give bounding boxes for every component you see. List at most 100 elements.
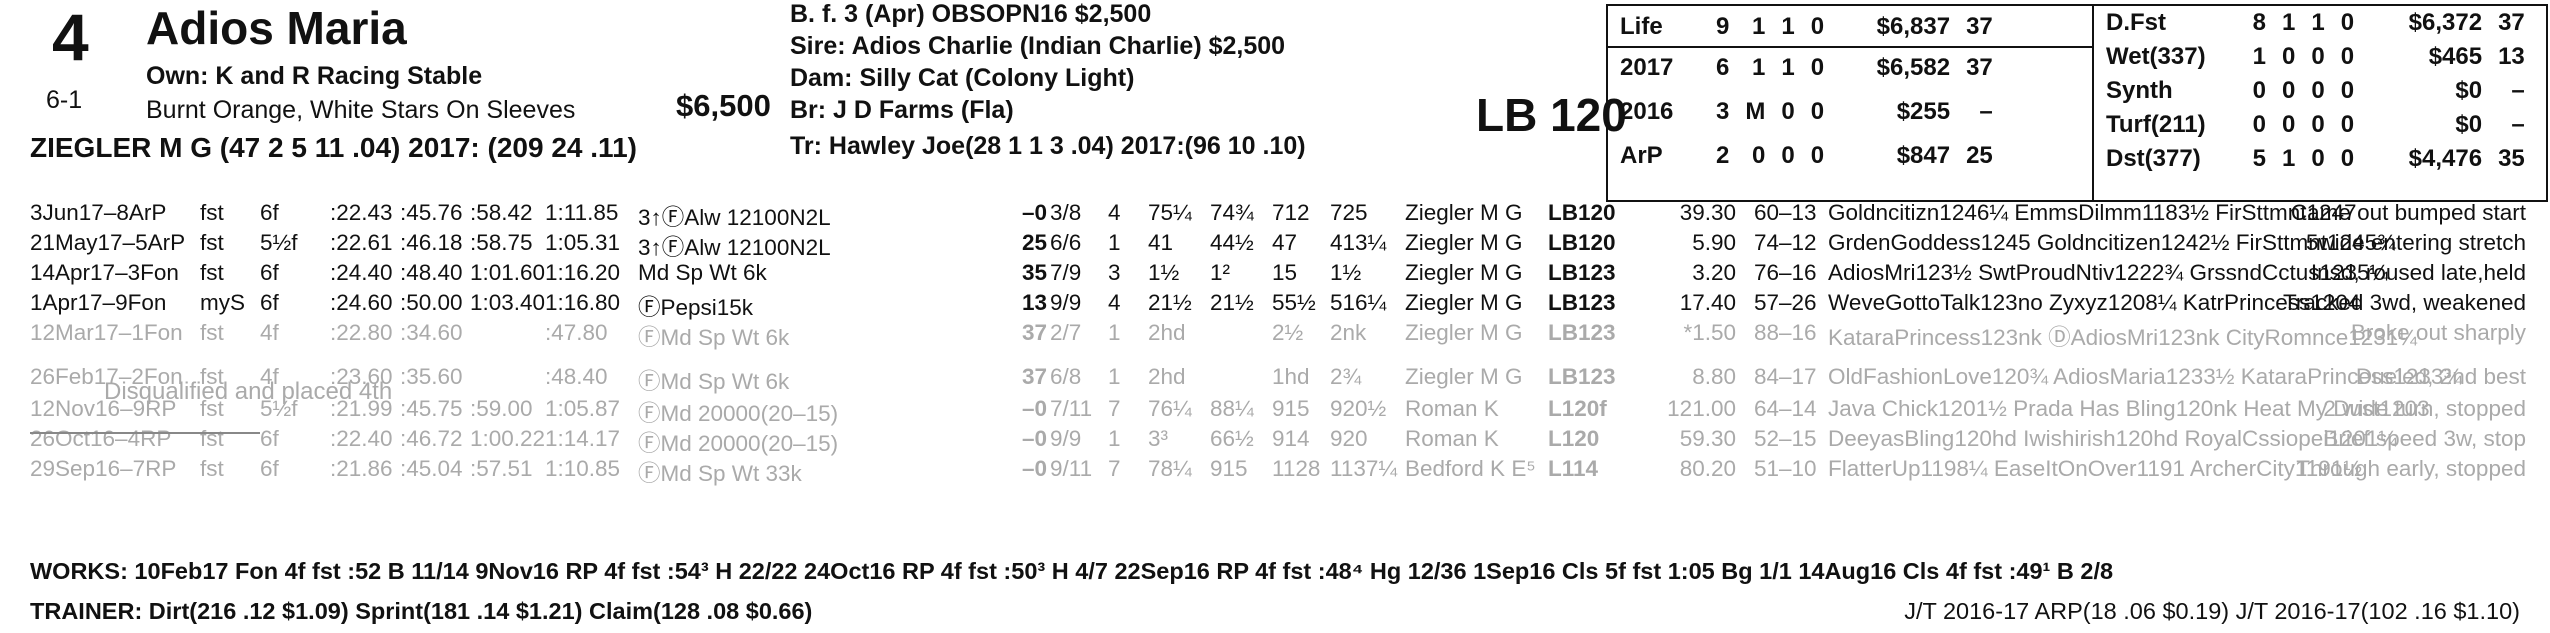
pp-line-26oct16: 26Oct16–4RP fst 6f:22.40:46.72 1:00.22 1:14.… — [0, 426, 2550, 456]
pp-top3: WeveGottoTalk123no Zyxyz1208¼ KatrPrince… — [1828, 290, 2361, 315]
pp-odds: 80.20 — [1679, 456, 1736, 481]
pp-line-1apr17: 1Apr17–9Fon myS 6f:24.60:50.00 1:03.40 1:16.… — [0, 290, 2550, 320]
pp-c2: 21½ — [1210, 290, 1254, 315]
pp-jock: Ziegler M G — [1405, 200, 1523, 225]
pp-pp: 7/9 — [1050, 260, 1082, 285]
morning-line: 6-1 — [46, 86, 83, 114]
pp-dist: 6f — [260, 260, 279, 285]
pp-c1: 1½ — [1148, 260, 1180, 285]
pp-pace: 51–10 — [1754, 456, 1817, 481]
pp-c1: 2hd — [1148, 320, 1186, 345]
pp-dist: 5½f — [260, 396, 298, 421]
pp-c1: 78¼ — [1148, 456, 1192, 481]
pp-comment: Broke out sharply — [2350, 320, 2526, 345]
pp-bsf: 37 — [1021, 320, 1047, 345]
trainer-line: Tr: Hawley Joe(28 1 1 3 .04) 2017:(96 10… — [790, 132, 1306, 160]
pp-line-12mar17: 12Mar17–1Fon fst 4f:22.80:34.60:47.80 ⒻMd S… — [0, 320, 2550, 350]
pp-comment: Brief speed 3w, stop — [2323, 426, 2526, 451]
pp-top3: OldFashionLove120¾ AdiosMaria1233½ Katar… — [1828, 364, 2463, 389]
pp-date: 29Sep16–7RP — [30, 456, 177, 481]
pp-jock: Ziegler M G — [1405, 320, 1523, 345]
pp-odds: 59.30 — [1679, 426, 1736, 451]
pp-med: L120f — [1548, 396, 1607, 421]
pp-dist: 6f — [260, 200, 279, 225]
pp-race: ⒻMd Sp Wt 33k — [638, 461, 802, 486]
pp-jock: Bedford K E⁵ — [1405, 456, 1536, 481]
owner: Own: K and R Racing Stable — [146, 62, 483, 90]
pp-bsf: 35 — [1021, 260, 1047, 285]
pp-pace: 88–16 — [1754, 320, 1817, 345]
pp-c1: 2hd — [1148, 364, 1186, 389]
pp-f3: :58.42 — [470, 200, 533, 225]
pp-med: LB120 — [1548, 200, 1616, 225]
pp-pp: 9/9 — [1050, 290, 1082, 315]
pp-fin: 1:16.20 — [545, 260, 621, 285]
pp-f1: :21.99 — [330, 396, 393, 421]
pp-pp: 7/11 — [1050, 396, 1093, 421]
pp-odds: *1.50 — [1683, 320, 1736, 345]
pp-pp: 6/8 — [1050, 364, 1082, 389]
record-table-right: D.Fst 8 1 1 0 $6,372 37 Wet(337) 1 0 0 0… — [2106, 9, 2525, 172]
breeding-line: B. f. 3 (Apr) OBSOPN16 $2,500 — [790, 0, 1152, 28]
pp-dist: 5½f — [260, 230, 298, 255]
pp-date: 12Mar17–1Fon — [30, 320, 183, 345]
pp-race: Md Sp Wt 6k — [638, 260, 767, 285]
pp-race: ⒻMd 20000(20–15) — [638, 401, 839, 426]
claim-price: $6,500 — [676, 88, 771, 123]
pp-date: 26Feb17–2Fon — [30, 364, 183, 389]
pp-str: 2½ — [1272, 320, 1304, 345]
pp-fn: 1137¼ — [1330, 456, 1398, 481]
pp-fn: 725 — [1330, 200, 1368, 225]
sire: Sire: Adios Charlie (Indian Charlie) $2,… — [790, 32, 1286, 60]
pp-race: ⒻMd 20000(20–15) — [638, 431, 839, 456]
pp-bsf: –0 — [1021, 426, 1047, 451]
pp-st: 7 — [1108, 396, 1121, 421]
pp-date: 14Apr17–3Fon — [30, 260, 179, 285]
pp-c1: 76¼ — [1148, 396, 1192, 421]
pp-bsf: 25 — [1021, 230, 1047, 255]
pp-st: 1 — [1108, 230, 1121, 255]
pp-comment: Tracked 3wd, weakened — [2282, 290, 2526, 315]
pp-f3: 1:00.22 — [470, 426, 546, 451]
pp-race: ⒻMd Sp Wt 6k — [638, 369, 790, 394]
pp-trk: fst — [200, 230, 224, 255]
pp-date: 12Nov16–9RP — [30, 396, 177, 421]
pp-line-14apr17: 14Apr17–3Fon fst 6f:24.40:48.40 1:01.60 1:16… — [0, 260, 2550, 290]
pp-f3: 1:03.40 — [470, 290, 546, 315]
pp-f2: :46.72 — [400, 426, 463, 451]
pp-f2: :34.60 — [400, 320, 463, 345]
record-divider — [2092, 4, 2094, 200]
pp-comment: Insd, roused late,held — [2310, 260, 2526, 285]
pp-odds: 17.40 — [1679, 290, 1736, 315]
pp-f2: :45.04 — [400, 456, 463, 481]
pp-fn: 1½ — [1330, 260, 1362, 285]
pp-f3: 1:01.60 — [470, 260, 546, 285]
pp-st: 7 — [1108, 456, 1121, 481]
pp-top3: Goldncitizn1246¼ EmmsDilmm1183½ FirSttmn… — [1828, 200, 2357, 225]
pp-c2: 44½ — [1210, 230, 1254, 255]
dam: Dam: Silly Cat (Colony Light) — [790, 64, 1135, 92]
pp-dist: 6f — [260, 426, 279, 451]
pp-bsf: –0 — [1021, 200, 1047, 225]
pp-bsf: 13 — [1021, 290, 1047, 315]
pp-comment: Came out bumped start — [2290, 200, 2526, 225]
pp-fin: :48.40 — [545, 364, 608, 389]
pp-bsf: 37 — [1021, 364, 1047, 389]
pp-st: 4 — [1108, 200, 1121, 225]
pp-f1: :24.60 — [330, 290, 393, 315]
pp-fin: 1:11.85 — [545, 200, 619, 225]
record-table-left: Life 9 1 1 0 $6,837 37 2017 6 1 1 0 $6,5… — [1620, 13, 1993, 169]
pp-trk: fst — [200, 260, 224, 285]
pp-pace: 60–13 — [1754, 200, 1817, 225]
pp-date: 21May17–5ArP — [30, 230, 186, 255]
pp-trk: fst — [200, 320, 224, 345]
disqualified-note: Disqualified and placed 4th — [104, 378, 393, 405]
pp-race: 3↑ⒻAlw 12100N2L — [638, 235, 831, 260]
jockey: ZIEGLER M G (47 2 5 11 .04) 2017: (209 2… — [30, 132, 637, 163]
pp-c1: 3³ — [1148, 426, 1169, 451]
pp-c1: 21½ — [1148, 290, 1192, 315]
pp-fin: 1:05.31 — [545, 230, 621, 255]
pp-f3: :59.00 — [470, 396, 533, 421]
pp-fin: 1:16.80 — [545, 290, 621, 315]
pp-f1: :24.40 — [330, 260, 393, 285]
